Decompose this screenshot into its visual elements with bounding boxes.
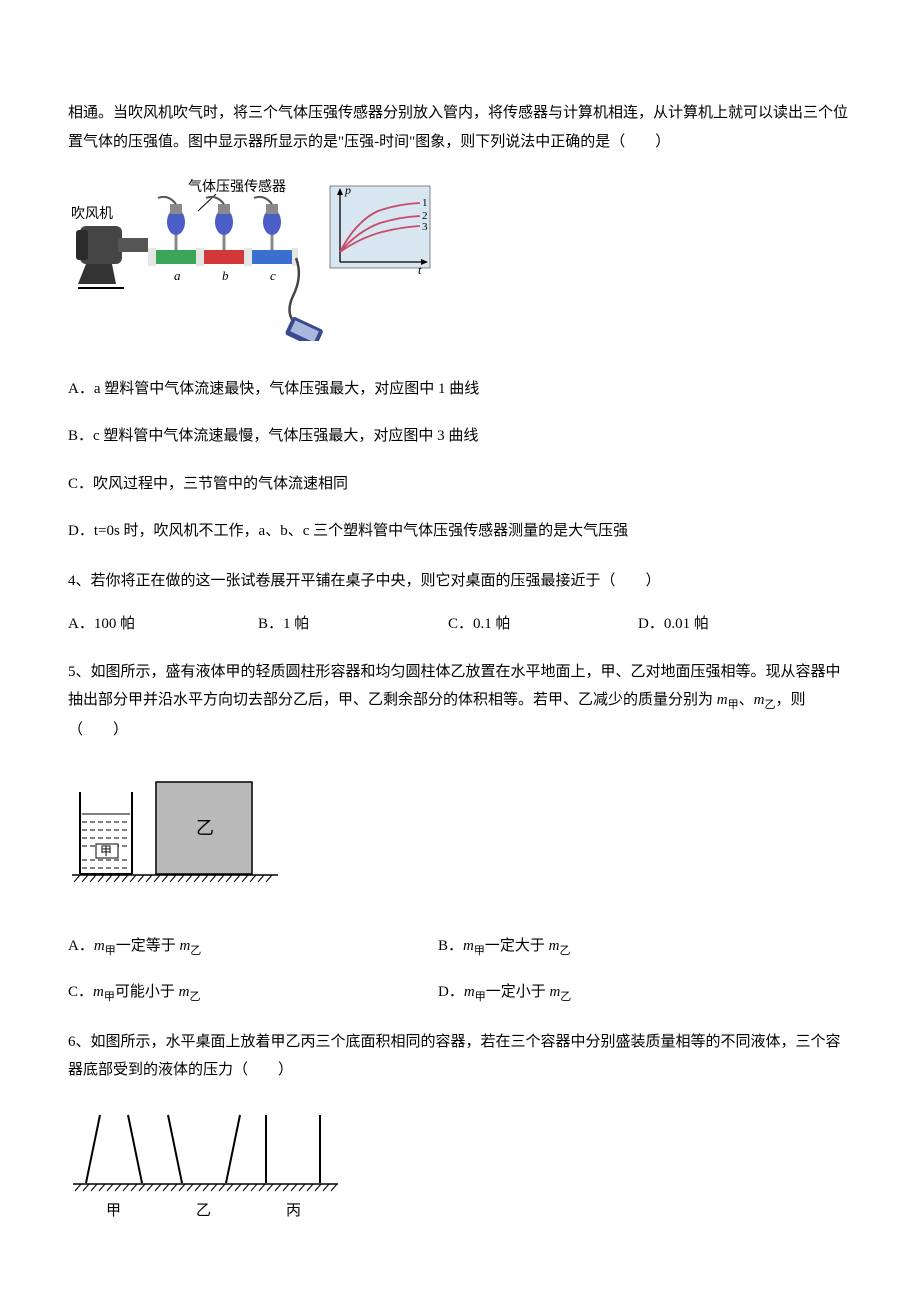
q5-optA-subjia: 甲 [105, 945, 116, 957]
figure-2-svg: 甲 乙 [68, 764, 283, 899]
q5-optD-pre: D． [438, 984, 464, 1000]
q4-text: 4、若你将正在做的这一张试卷展开平铺在桌子中央，则它对桌面的压强最接近于（ ） [68, 567, 852, 596]
q4-option-A: A．100 帕 [68, 613, 258, 636]
q3-option-D: D．t=0s 时，吹风机不工作，a、b、c 三个塑料管中气体压强传感器测量的是大… [68, 519, 852, 545]
q5-m-yi: m [754, 692, 765, 708]
q4-option-C: C．0.1 帕 [448, 613, 638, 636]
container-bing-shape [266, 1115, 320, 1183]
q4-option-B: B．1 帕 [258, 613, 448, 636]
pressure-time-graph: p t 1 2 3 [330, 183, 430, 277]
svg-text:甲: 甲 [100, 844, 112, 858]
q5-optA-mjia: m [94, 938, 105, 954]
q5-optB-subyi: 乙 [559, 945, 570, 957]
q5-optB-subjia: 甲 [474, 945, 485, 957]
svg-text:1: 1 [422, 197, 428, 209]
q5-optD-mjia: m [464, 984, 475, 1000]
q5-sub-jia: 甲 [728, 699, 739, 711]
sensors [158, 197, 281, 250]
q5-option-C: C．m甲可能小于 m乙 [68, 981, 438, 1006]
figure-1: 气体压强传感器 吹风机 a b c [68, 176, 852, 349]
ground-hatch-3 [73, 1184, 338, 1191]
q5-sub-yi: 乙 [764, 699, 775, 711]
q5-optD-myi: m [549, 984, 560, 1000]
container-yi-shape [168, 1115, 240, 1183]
fig3-label-yi: 乙 [196, 1203, 211, 1219]
q5-optB-mjia: m [463, 938, 474, 954]
q5-optA-mid: 一定等于 [116, 938, 180, 954]
q5-optC-mjia: m [93, 984, 104, 1000]
figure-3-svg: 甲 乙 丙 [68, 1105, 343, 1223]
q5-optC-pre: C． [68, 984, 93, 1000]
label-sensor: 气体压强传感器 [188, 178, 286, 195]
svg-text:b: b [222, 268, 229, 283]
q5-optB-pre: B． [438, 938, 463, 954]
q5-optB-myi: m [549, 938, 560, 954]
q6-text: 6、如图所示，水平桌面上放着甲乙丙三个底面积相同的容器，若在三个容器中分别盛装质… [68, 1028, 852, 1085]
q5-optC-myi: m [179, 984, 190, 1000]
q5-optA-pre: A． [68, 938, 94, 954]
container-jia: 甲 [80, 792, 132, 874]
tubes: a b c [148, 248, 298, 283]
cylinder-yi: 乙 [156, 782, 252, 874]
ground-hatch [72, 875, 278, 882]
figure-3: 甲 乙 丙 [68, 1105, 852, 1231]
q5-optA-myi: m [179, 938, 190, 954]
q5-m-jia: m [717, 692, 728, 708]
q5-optC-subyi: 乙 [189, 991, 200, 1003]
q5-optA-subyi: 乙 [190, 945, 201, 957]
q5-optC-mid: 可能小于 [115, 984, 179, 1000]
computer-device [285, 258, 324, 341]
q5-options-row1: A．m甲一定等于 m乙 B．m甲一定大于 m乙 [68, 935, 852, 960]
svg-text:c: c [270, 268, 276, 283]
q5-text-part2: 、 [739, 692, 754, 708]
figure-1-svg: 气体压强传感器 吹风机 a b c [68, 176, 433, 341]
q3-option-B: B．c 塑料管中气体流速最慢，气体压强最大，对应图中 3 曲线 [68, 424, 852, 450]
q3-option-A: A．a 塑料管中气体流速最快，气体压强最大，对应图中 1 曲线 [68, 377, 852, 403]
intro-paragraph: 相通。当吹风机吹气时，将三个气体压强传感器分别放入管内，将传感器与计算机相连，从… [68, 99, 852, 156]
svg-text:a: a [174, 268, 181, 283]
svg-text:p: p [344, 183, 351, 197]
q5-option-A: A．m甲一定等于 m乙 [68, 935, 438, 960]
fig3-label-jia: 甲 [106, 1203, 121, 1219]
container-jia-shape [86, 1115, 142, 1183]
q5-optC-subjia: 甲 [104, 991, 115, 1003]
q5-optD-mid: 一定小于 [486, 984, 550, 1000]
q5-option-B: B．m甲一定大于 m乙 [438, 935, 852, 960]
blower-icon [76, 226, 148, 288]
q4-options: A．100 帕 B．1 帕 C．0.1 帕 D．0.01 帕 [68, 613, 852, 636]
figure-2: 甲 乙 [68, 764, 852, 907]
q5-text: 5、如图所示，盛有液体甲的轻质圆柱形容器和均匀圆柱体乙放置在水平地面上，甲、乙对… [68, 658, 852, 745]
q5-optB-mid: 一定大于 [485, 938, 549, 954]
q4-option-D: D．0.01 帕 [638, 613, 828, 636]
q5-options-row2: C．m甲可能小于 m乙 D．m甲一定小于 m乙 [68, 981, 852, 1006]
q5-optD-subyi: 乙 [560, 991, 571, 1003]
svg-text:乙: 乙 [196, 818, 214, 838]
fig3-label-bing: 丙 [286, 1203, 301, 1219]
svg-text:3: 3 [422, 221, 428, 233]
q5-optD-subjia: 甲 [475, 991, 486, 1003]
label-blower: 吹风机 [71, 206, 113, 222]
q3-option-C: C．吹风过程中，三节管中的气体流速相同 [68, 472, 852, 498]
q5-option-D: D．m甲一定小于 m乙 [438, 981, 852, 1006]
